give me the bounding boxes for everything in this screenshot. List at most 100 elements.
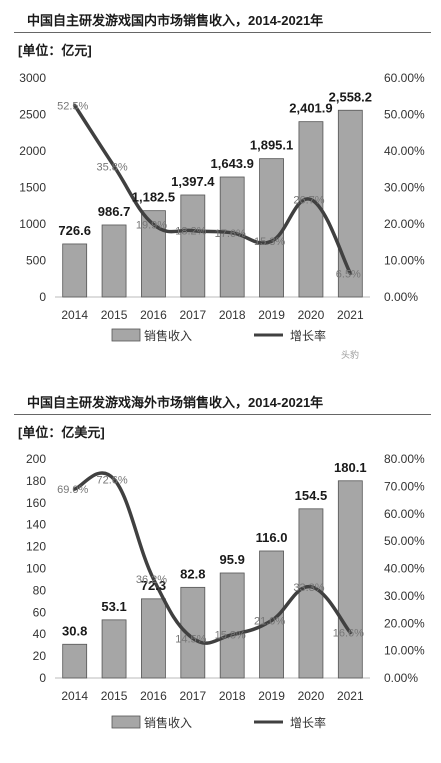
legend-line-label: 增长率 xyxy=(290,328,326,343)
unit-label: [单位：亿元] xyxy=(18,43,92,58)
bar-2021 xyxy=(337,109,363,298)
y-tick-label: 500 xyxy=(26,254,46,268)
x-tick-label: 2015 xyxy=(101,689,128,703)
growth-rate-line xyxy=(72,471,353,645)
overseas-revenue-chart: 中国自主研发游戏海外市场销售收入，2014-2021年 [单位：亿美元] 0 20… xyxy=(0,382,441,763)
y2-tick-label: 20.00% xyxy=(384,616,425,630)
y-tick-label: 0 xyxy=(39,290,46,304)
x-tick-label: 2014 xyxy=(61,308,88,322)
y-tick-label: 1000 xyxy=(19,217,46,231)
y-tick-label: 0 xyxy=(39,671,46,685)
x-tick-label: 2021 xyxy=(337,308,364,322)
bar-2016 xyxy=(141,598,166,679)
bar-value-label: 986.7 xyxy=(98,204,131,219)
growth-rate-label: 15.8% xyxy=(215,630,246,642)
x-tick-label: 2014 xyxy=(61,689,88,703)
x-tick-label: 2016 xyxy=(140,689,167,703)
growth-rate-label: 14.5% xyxy=(175,633,206,645)
bar-2014 xyxy=(62,243,88,298)
bar-value-label: 726.6 xyxy=(58,223,91,238)
y2-tick-label: 20.00% xyxy=(384,217,425,231)
bar-2017 xyxy=(180,194,206,298)
y2-tick-label: 30.00% xyxy=(384,181,425,195)
y-tick-label: 200 xyxy=(26,452,46,466)
y-tick-label: 2000 xyxy=(19,144,46,158)
x-tick-label: 2021 xyxy=(337,689,364,703)
y-tick-label: 80 xyxy=(33,583,47,597)
bar-2015 xyxy=(101,224,127,298)
growth-rate-label: 17.6% xyxy=(215,228,246,240)
y2-tick-label: 0.00% xyxy=(384,671,418,685)
y-tick-label: 2500 xyxy=(19,108,46,122)
bar-value-label: 2,401.9 xyxy=(289,101,332,116)
y2-tick-label: 80.00% xyxy=(384,452,425,466)
x-tick-label: 2017 xyxy=(179,689,206,703)
bar-value-label: 72.3 xyxy=(141,578,166,593)
growth-rate-label: 69.0% xyxy=(57,484,88,496)
chart-title: 中国自主研发游戏国内市场销售收入，2014-2021年 xyxy=(27,13,324,28)
y-tick-label: 140 xyxy=(26,518,46,532)
bar-2019 xyxy=(259,158,284,298)
legend-bar-swatch xyxy=(111,328,141,342)
y-tick-label: 40 xyxy=(33,627,47,641)
chart-plot-area: 0 20 40 60 80 100 120 140 160 180 200 0.00% 10.00% 20… xyxy=(26,452,425,730)
bar-2018 xyxy=(219,572,245,679)
bar-value-label: 180.1 xyxy=(334,460,367,475)
growth-rate-label: 52.5% xyxy=(57,100,88,112)
unit-label: [单位：亿美元] xyxy=(18,425,105,440)
growth-rate-label: 26.7% xyxy=(293,195,324,207)
domestic-revenue-chart: 中国自主研发游戏国内市场销售收入，2014-2021年 [单位：亿元] 0 500… xyxy=(0,0,441,378)
x-tick-label: 2019 xyxy=(258,308,285,322)
y2-tick-label: 40.00% xyxy=(384,144,425,158)
bar-2014 xyxy=(62,643,88,679)
y2-tick-label: 60.00% xyxy=(384,71,425,85)
bar-value-label: 2,558.2 xyxy=(329,89,372,104)
y-tick-label: 180 xyxy=(26,474,46,488)
y-tick-label: 160 xyxy=(26,496,46,510)
x-tick-label: 2016 xyxy=(140,308,167,322)
chart-title: 中国自主研发游戏海外市场销售收入，2014-2021年 xyxy=(27,395,324,410)
x-tick-label: 2018 xyxy=(219,308,246,322)
bar-2021 xyxy=(337,480,363,679)
growth-rate-label: 33.3% xyxy=(293,582,324,594)
y-tick-label: 100 xyxy=(26,562,46,576)
legend-bar-label: 销售收入 xyxy=(144,715,192,730)
y2-tick-label: 10.00% xyxy=(384,254,425,268)
x-tick-label: 2019 xyxy=(258,689,285,703)
growth-rate-label: 72.6% xyxy=(96,474,127,486)
y2-tick-label: 40.00% xyxy=(384,562,425,576)
x-tick-label: 2020 xyxy=(298,308,325,322)
x-tick-label: 2017 xyxy=(179,308,206,322)
legend-bar-label: 销售收入 xyxy=(144,328,192,343)
y-tick-label: 1500 xyxy=(19,181,46,195)
legend-line-label: 增长率 xyxy=(290,715,326,730)
bar-value-label: 1,895.1 xyxy=(250,138,293,153)
bar-value-label: 1,643.9 xyxy=(211,156,254,171)
bar-value-label: 82.8 xyxy=(180,566,205,581)
y-tick-label: 120 xyxy=(26,540,46,554)
y2-tick-label: 50.00% xyxy=(384,534,425,548)
y2-tick-label: 10.00% xyxy=(384,644,425,658)
growth-rate-label: 6.5% xyxy=(336,268,361,280)
y2-tick-label: 70.00% xyxy=(384,479,425,493)
x-tick-label: 2020 xyxy=(298,689,325,703)
y2-tick-label: 60.00% xyxy=(384,507,425,521)
bar-value-label: 30.8 xyxy=(62,623,87,638)
growth-rate-line xyxy=(72,103,353,276)
y-tick-label: 60 xyxy=(33,605,47,619)
y2-tick-label: 50.00% xyxy=(384,108,425,122)
title-divider xyxy=(14,32,431,33)
growth-rate-label: 35.8% xyxy=(96,161,127,173)
growth-rate-label: 36.2% xyxy=(136,574,167,586)
x-tick-label: 2018 xyxy=(219,689,246,703)
y-tick-label: 3000 xyxy=(19,71,46,85)
growth-rate-label: 21.0% xyxy=(254,616,285,628)
bar-value-label: 53.1 xyxy=(101,599,126,614)
y2-tick-label: 30.00% xyxy=(384,589,425,603)
y2-tick-label: 0.00% xyxy=(384,290,418,304)
bar-value-label: 116.0 xyxy=(256,530,288,545)
bar-value-label: 154.5 xyxy=(295,488,328,503)
chart-plot-area: 0 500 1000 1500 2000 2500 3000 0.00% 10.00% 20.00… xyxy=(19,71,425,343)
x-tick-label: 2015 xyxy=(101,308,128,322)
growth-rate-label: 16.6% xyxy=(333,628,364,640)
